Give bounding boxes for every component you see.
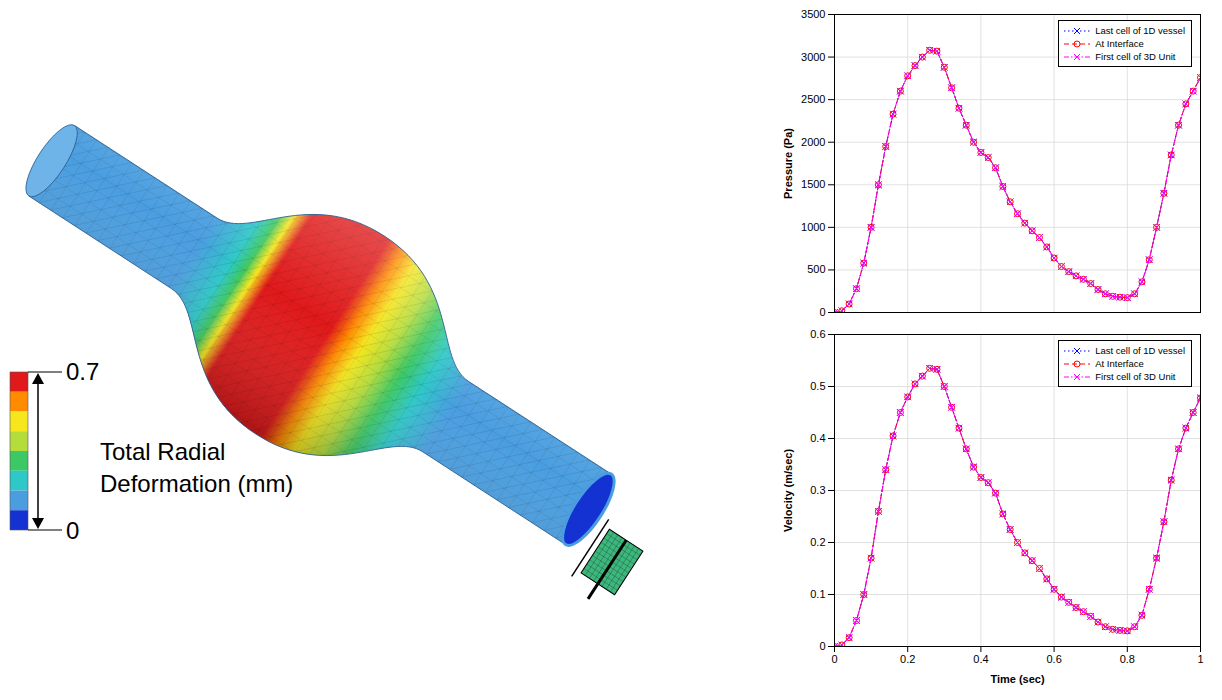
- svg-text:3500: 3500: [801, 8, 825, 20]
- html-text:At Interface: At Interface: [1095, 38, 1144, 49]
- svg-text:1500: 1500: [801, 178, 825, 190]
- svg-text:1000: 1000: [801, 221, 825, 233]
- svg-text:0.6: 0.6: [810, 328, 825, 340]
- html-text:First cell of 3D Unit: First cell of 3D Unit: [1095, 51, 1176, 62]
- svg-text:0: 0: [819, 640, 825, 652]
- svg-text:0: 0: [819, 306, 825, 318]
- svg-text:0.5: 0.5: [810, 380, 825, 392]
- svg-text:0.6: 0.6: [1046, 653, 1061, 665]
- svg-text:Deformation (mm): Deformation (mm): [100, 470, 293, 497]
- svg-text:2500: 2500: [801, 93, 825, 105]
- svg-text:Total Radial: Total Radial: [100, 438, 225, 465]
- svg-text:0.4: 0.4: [973, 653, 988, 665]
- html-text:Last cell of 1D vessel: Last cell of 1D vessel: [1095, 345, 1185, 356]
- svg-text:1: 1: [1197, 653, 1203, 665]
- svg-text:Time (sec): Time (sec): [990, 673, 1045, 685]
- html-text:At Interface: At Interface: [1095, 358, 1144, 369]
- svg-text:0.1: 0.1: [810, 588, 825, 600]
- svg-text:0: 0: [66, 517, 79, 544]
- svg-text:0.3: 0.3: [810, 484, 825, 496]
- svg-text:0.2: 0.2: [810, 536, 825, 548]
- svg-text:Pressure (Pa): Pressure (Pa): [782, 128, 794, 199]
- svg-text:0.7: 0.7: [66, 358, 99, 385]
- svg-text:Velocity (m/sec): Velocity (m/sec): [782, 449, 794, 532]
- svg-text:0.4: 0.4: [810, 432, 825, 444]
- html-text:First cell of 3D Unit: First cell of 3D Unit: [1095, 371, 1176, 382]
- svg-text:0: 0: [831, 653, 837, 665]
- svg-text:3000: 3000: [801, 51, 825, 63]
- svg-text:2000: 2000: [801, 136, 825, 148]
- html-text:Last cell of 1D vessel: Last cell of 1D vessel: [1095, 25, 1185, 36]
- svg-text:0.2: 0.2: [900, 653, 915, 665]
- svg-text:0.8: 0.8: [1120, 653, 1135, 665]
- svg-text:500: 500: [807, 263, 825, 275]
